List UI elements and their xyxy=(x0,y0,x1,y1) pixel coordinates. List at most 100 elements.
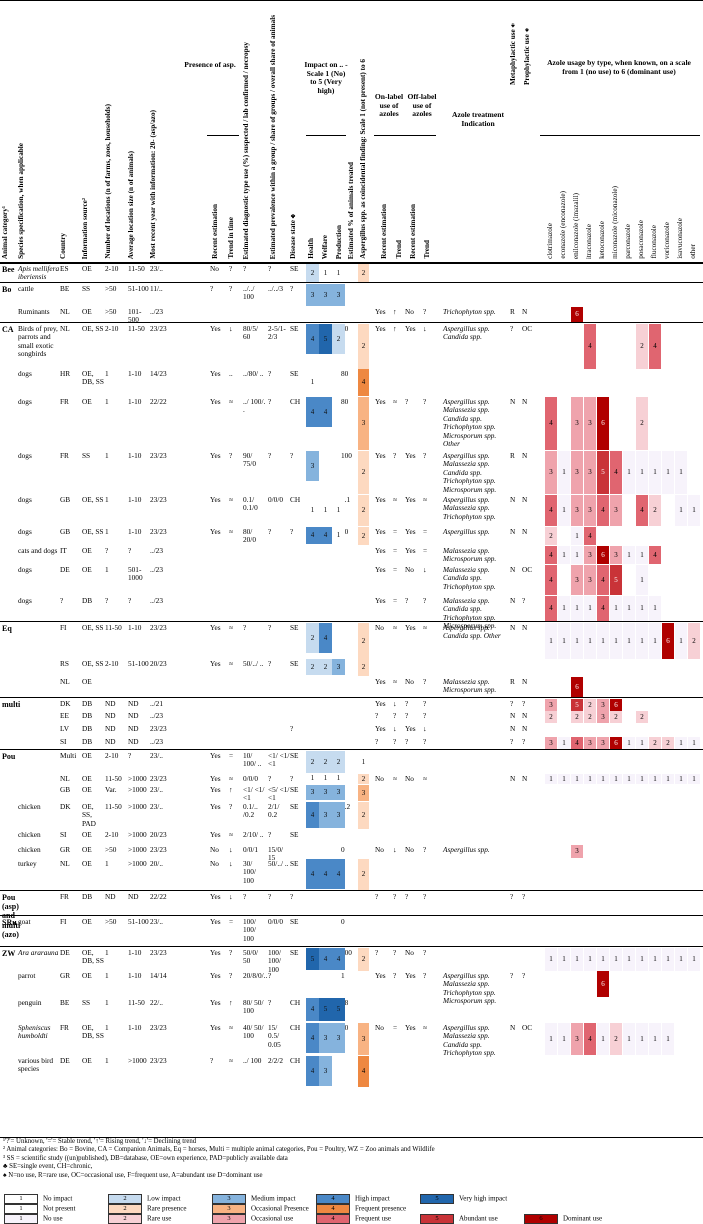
impact-cell-p: 3 xyxy=(332,284,345,306)
azole-cell: 1 xyxy=(623,774,635,784)
azole-cell: 2 xyxy=(584,699,596,711)
row-dg: 0/0/0 xyxy=(243,774,258,783)
azole-cell: 1 xyxy=(610,596,622,621)
col-on-trend: Trend xyxy=(395,240,403,259)
row-ofr: ? xyxy=(405,892,409,901)
col-on-recent: Recent estimation xyxy=(380,204,388,259)
row-n: 1 xyxy=(105,971,109,980)
row-pr: Yes xyxy=(210,971,221,980)
impact-cell-h: 4 xyxy=(306,1056,319,1086)
row-ds: CH xyxy=(290,998,301,1007)
azole-cell: 1 xyxy=(545,948,557,971)
impact-cell-w: 4 xyxy=(319,527,332,544)
impact-cell-p: 2 xyxy=(332,751,345,773)
row-yr: 11/.. xyxy=(150,284,163,293)
impact-cell-p: 1 xyxy=(332,495,345,525)
row-tr: ? xyxy=(229,264,233,273)
row-size: ND xyxy=(128,892,139,901)
row-pr: Yes xyxy=(210,751,221,760)
row-ofr: Yes xyxy=(405,971,416,980)
row-yr: 23/23 xyxy=(150,774,167,783)
row-pct: 100 xyxy=(341,451,352,460)
row-meta: R xyxy=(510,307,515,316)
row-onr: Yes xyxy=(375,397,386,406)
table-row: Bee Apis mellifera iberiensis ES OE 2-10 11-5… xyxy=(0,262,703,283)
row-pr: Yes xyxy=(210,802,221,811)
row-meta: ? xyxy=(510,737,514,746)
azole-head-11: other xyxy=(689,244,697,259)
row-dg: ../80/ .. xyxy=(243,369,264,378)
row-ds: SE xyxy=(290,369,299,378)
azole-cell: 1 xyxy=(675,495,687,526)
group-impact: Impact on .. - Scale 1 (No) to 5 (Very h… xyxy=(304,60,348,96)
row-n: 1 xyxy=(105,859,109,868)
row-species: chicken xyxy=(18,830,41,839)
row-tr: ↓ xyxy=(229,859,233,868)
row-tr: = xyxy=(229,917,234,926)
legend-swatch: 3 xyxy=(212,1194,246,1204)
row-ont: ↑ xyxy=(393,307,397,316)
azole-cell: 3 xyxy=(610,495,622,526)
row-yr: 23/.. xyxy=(150,785,163,794)
row-co: LV xyxy=(60,724,70,733)
row-pct: 1 xyxy=(341,971,345,980)
row-n: 1 xyxy=(105,397,109,406)
row-yr: 23/23 xyxy=(150,1023,167,1032)
aspergillus-presence-cell: 2 xyxy=(358,948,369,971)
row-src: OE xyxy=(82,917,92,926)
table-row: Bo cattle BE SS >50 51-100 11/..?? ../../ 100..… xyxy=(0,282,703,307)
row-ofr: ? xyxy=(405,737,409,746)
row-src: OE xyxy=(82,264,92,273)
row-category: Bee xyxy=(2,265,15,274)
row-ds: SE xyxy=(290,917,299,926)
legend-item: 1 Not present xyxy=(4,1204,75,1214)
row-onr: Yes xyxy=(375,724,386,733)
legend-swatch: 4 xyxy=(316,1204,350,1214)
row-ofr: Yes xyxy=(405,495,416,504)
row-tr: ↓ xyxy=(229,845,233,854)
row-ds: CH xyxy=(290,1023,301,1032)
row-dg: 80/ 50/ 100 xyxy=(243,998,264,1016)
azole-cell: 3 xyxy=(545,737,557,749)
azole-cell: 2 xyxy=(636,397,648,450)
impact-cell-h: 2 xyxy=(306,751,319,773)
row-ont: = xyxy=(393,565,398,574)
azole-cell: 3 xyxy=(571,565,583,595)
row-co: GR xyxy=(60,971,71,980)
row-pv: ? xyxy=(268,397,272,406)
azole-cell: 5 xyxy=(571,699,583,711)
row-pv: 15/0/ 15 xyxy=(268,845,283,863)
legend-item: 4 High impact xyxy=(316,1194,390,1204)
table-row: Pou (asp) and multi (azo) FR DB ND ND 22/22 Ye… xyxy=(0,890,703,939)
row-dg: 80/ 20/0 xyxy=(243,527,256,545)
row-indication: Trichophyton spp. xyxy=(443,307,496,316)
table-row: chicken GR OE >50 >1000 23/23 No ↓ 0/0/1 15/0/ 15… xyxy=(0,844,703,862)
row-tr: ≈ xyxy=(229,1056,234,1065)
row-ont: ≈ xyxy=(393,677,398,686)
azole-cell: 1 xyxy=(597,1023,609,1055)
row-pv: 15/ 0.5/ 0.05 xyxy=(268,1023,281,1049)
row-ont: ? xyxy=(393,948,397,957)
row-n: >50 xyxy=(105,917,117,926)
azole-cell: 1 xyxy=(636,623,648,659)
row-n: >50 xyxy=(105,845,117,854)
row-tr: ≈ xyxy=(229,495,234,504)
azole-cell: 1 xyxy=(636,565,648,595)
row-tr: = xyxy=(229,751,234,760)
row-dg: ../ 100/. . xyxy=(243,397,266,415)
aspergillus-presence-cell: 2 xyxy=(358,495,369,526)
row-ds: CH xyxy=(290,495,301,504)
row-size: >1000 xyxy=(128,845,147,854)
azole-head-6: parconazole xyxy=(624,224,632,259)
row-src: OE, DB, SS xyxy=(82,369,104,387)
row-size: 1-10 xyxy=(128,623,142,632)
row-ofr: No xyxy=(405,774,414,783)
row-meta: R xyxy=(510,677,515,686)
row-species: dogs xyxy=(18,565,32,574)
footnote-3: ³ SS = scientific study ((un)published),… xyxy=(3,1154,288,1162)
row-indication: Aspergillus spp. Malassezia spp. Candida… xyxy=(443,397,497,448)
row-n: >50 xyxy=(105,307,117,316)
row-pr: No xyxy=(210,845,219,854)
row-onr: No xyxy=(375,774,384,783)
azole-cell: 1 xyxy=(688,495,700,526)
